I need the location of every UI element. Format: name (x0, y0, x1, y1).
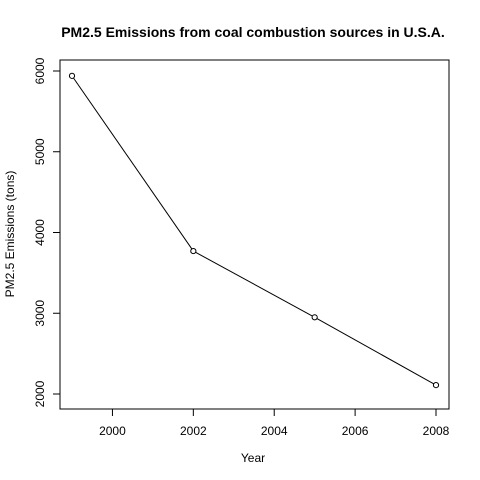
x-tick-label: 2002 (180, 424, 207, 438)
y-tick-label: 2000 (33, 380, 47, 407)
chart-title: PM2.5 Emissions from coal combustion sou… (61, 24, 445, 40)
x-tick-label: 2000 (99, 424, 126, 438)
x-tick-label: 2006 (342, 424, 369, 438)
y-tick-label: 3000 (33, 300, 47, 327)
data-point (432, 382, 440, 389)
y-tick-label: 6000 (33, 57, 47, 84)
plot-frame (59, 59, 450, 410)
y-tick-label: 4000 (33, 219, 47, 246)
x-tick-label: 2004 (261, 424, 288, 438)
x-tick-label: 2008 (423, 424, 450, 438)
y-axis-label: PM2.5 Emissions (tons) (3, 171, 17, 298)
series-line-segment (73, 77, 193, 250)
y-tick-label: 5000 (33, 138, 47, 165)
y-axis: 2000 3000 4000 5000 6000 (33, 57, 60, 407)
data-point (311, 314, 318, 321)
data-point (68, 72, 76, 79)
x-axis-label: Year (241, 451, 265, 465)
series-line-segment (316, 318, 434, 385)
series-line-group (68, 72, 440, 389)
series-line-segment (195, 251, 313, 317)
x-axis: 2000 2002 2004 2006 2008 (99, 409, 450, 438)
data-point (190, 247, 197, 255)
